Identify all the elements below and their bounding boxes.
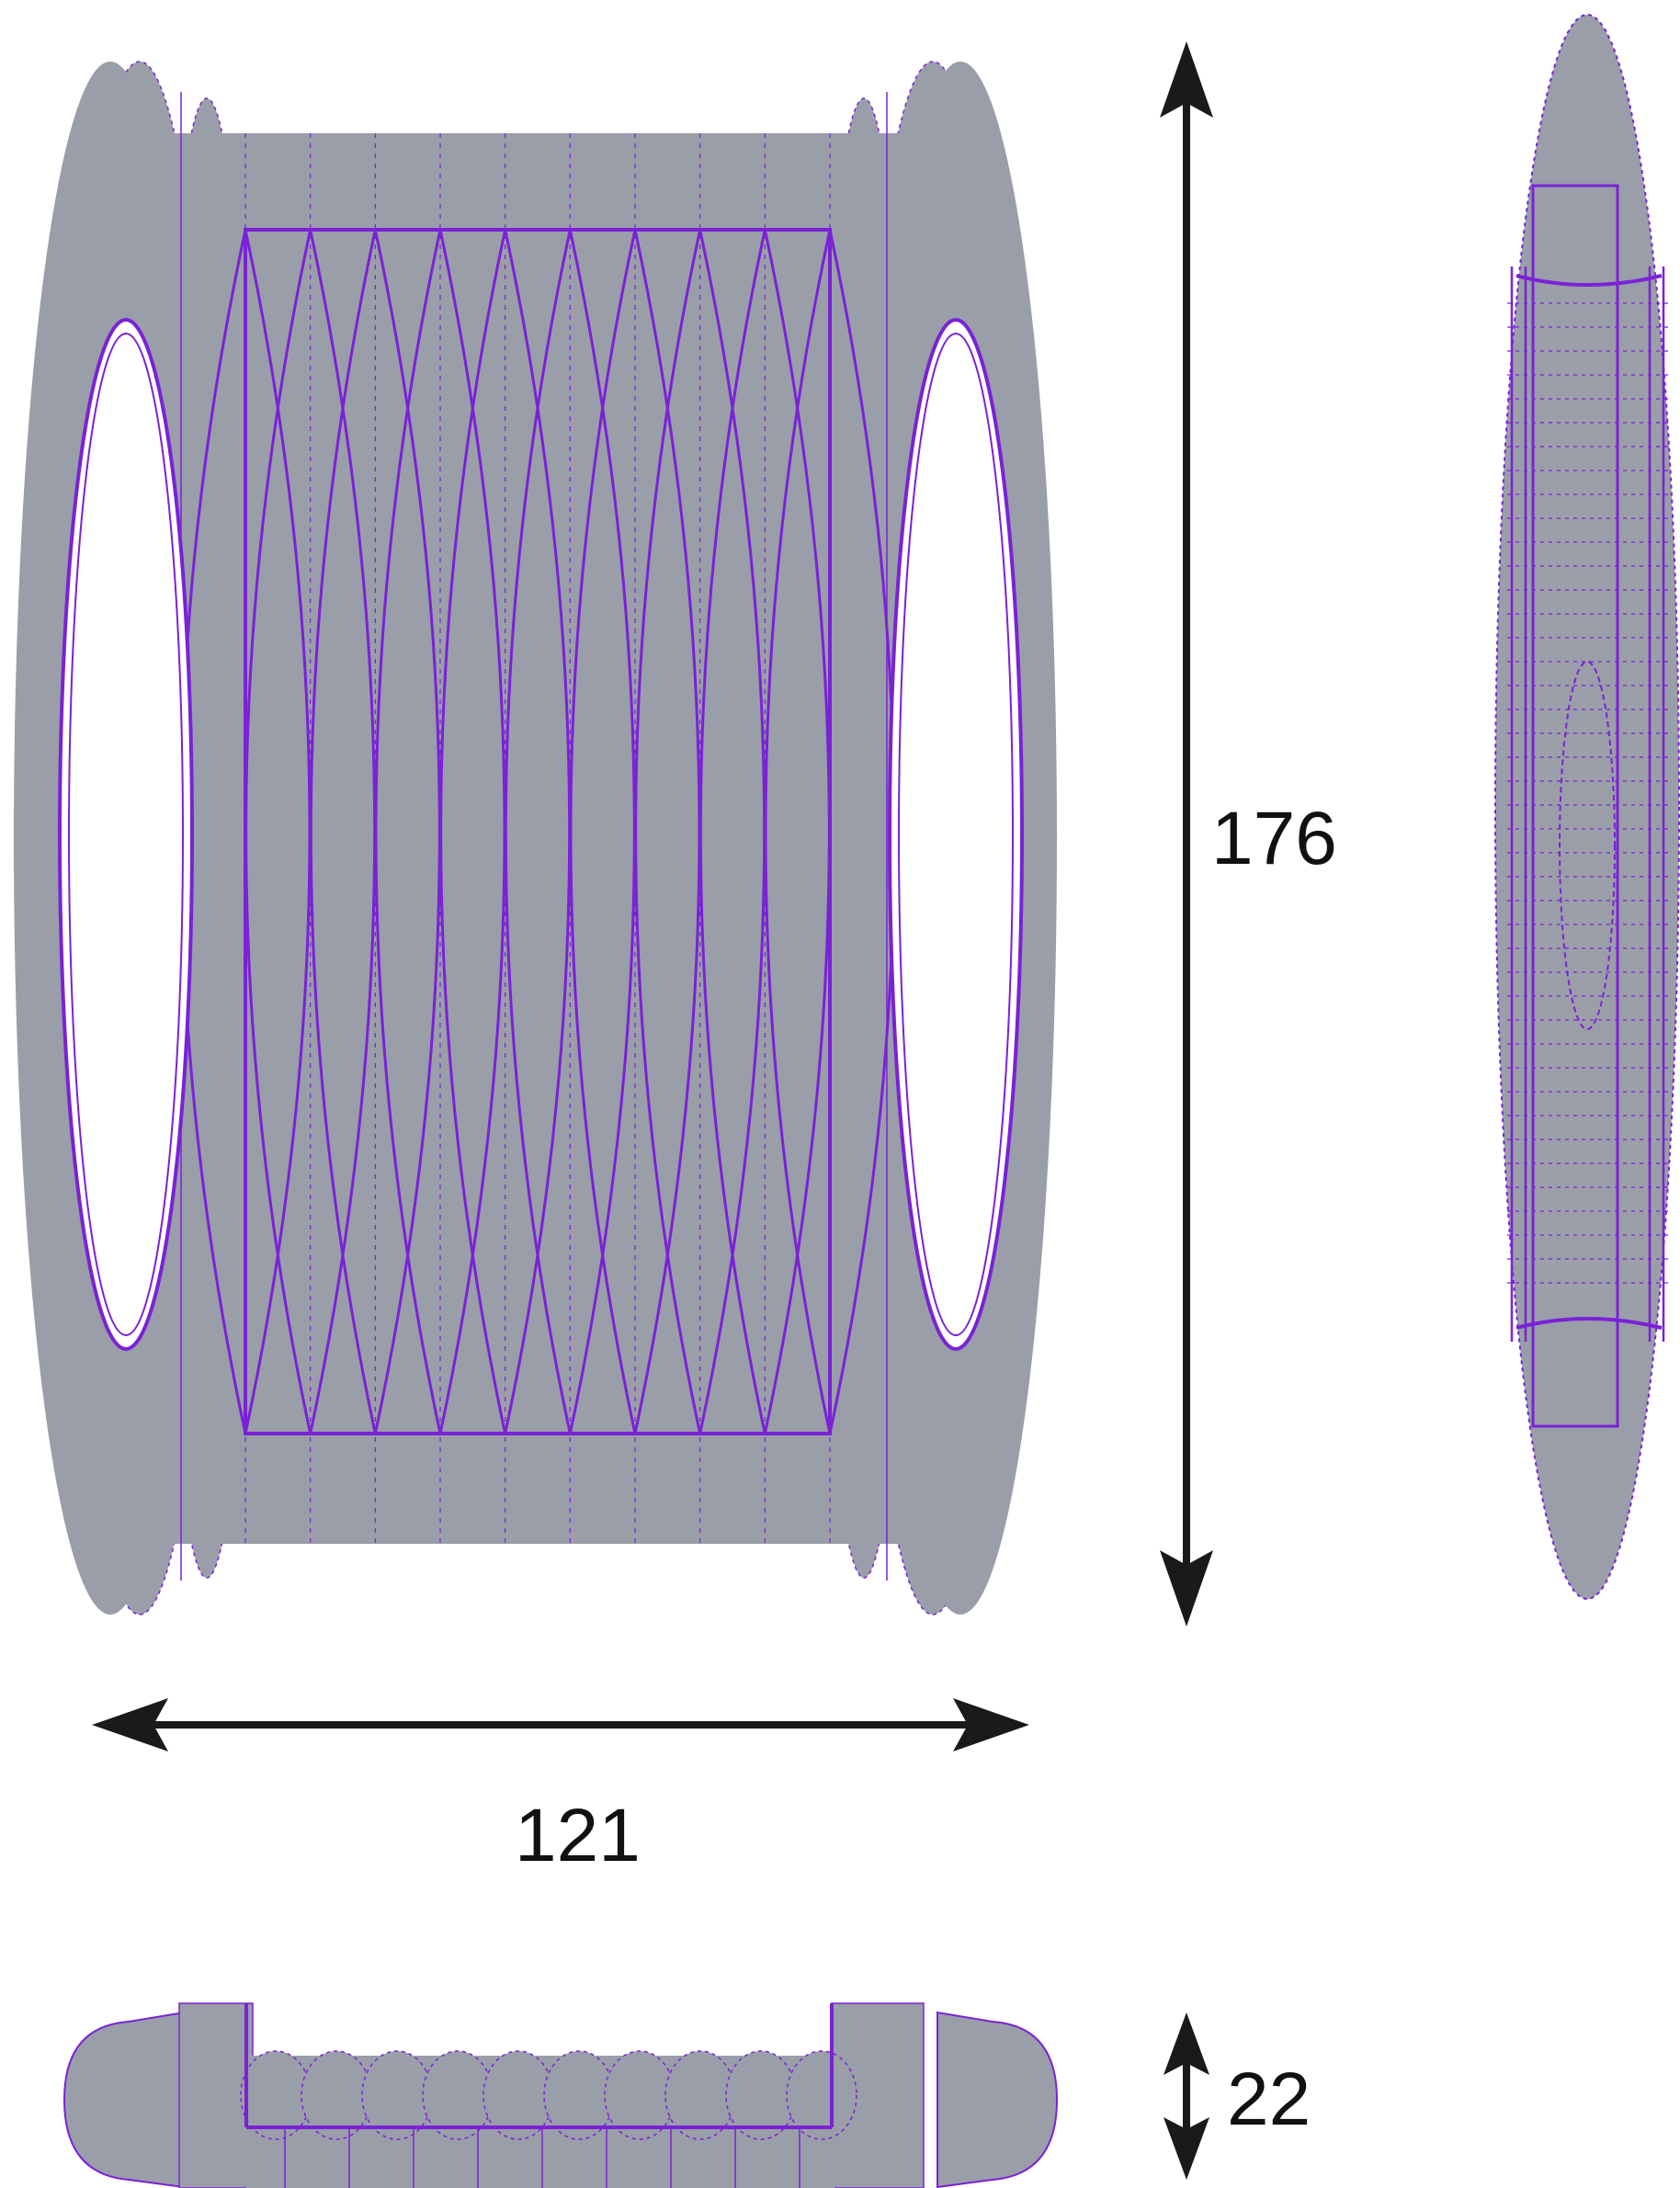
side-view bbox=[1494, 14, 1680, 1600]
depth-dimension: 22 bbox=[1164, 2012, 1311, 2180]
width-dimension: 121 bbox=[92, 1698, 1029, 1877]
right-ring-hole bbox=[888, 318, 1024, 1351]
side-view-bottom-band bbox=[1515, 1317, 1663, 1330]
height-arrowhead-top bbox=[1160, 41, 1213, 118]
height-arrowhead-bottom bbox=[1160, 1550, 1213, 1627]
front-view-wireframe bbox=[179, 92, 896, 1581]
wireframe-curve bbox=[374, 229, 442, 1434]
side-view-core bbox=[1559, 661, 1616, 1030]
wireframe-curve bbox=[698, 229, 766, 1434]
depth-arrowhead-bottom bbox=[1164, 2117, 1209, 2180]
wireframe-curve bbox=[569, 229, 637, 1434]
front-view bbox=[14, 61, 1057, 1615]
width-arrowhead-left bbox=[92, 1698, 168, 1752]
wireframe-curve bbox=[504, 229, 572, 1434]
depth-dimension-label: 22 bbox=[1227, 2058, 1311, 2141]
bottom-lobe bbox=[786, 2050, 857, 2140]
bottom-left-end bbox=[62, 2011, 185, 2188]
depth-arrowhead-top bbox=[1164, 2012, 1209, 2075]
height-dimension-label: 176 bbox=[1211, 797, 1337, 880]
wireframe-curve bbox=[634, 229, 702, 1434]
side-view-body bbox=[1494, 14, 1680, 1600]
left-hole-outline bbox=[58, 318, 194, 1351]
bottom-view bbox=[62, 2002, 1059, 2188]
wireframe-curve bbox=[309, 229, 377, 1434]
wireframe-curve bbox=[439, 229, 507, 1434]
height-dimension: 176 bbox=[1160, 41, 1337, 1627]
left-ring-hole bbox=[58, 318, 194, 1351]
wireframe-curve bbox=[764, 229, 832, 1434]
side-view-frame bbox=[1531, 184, 1619, 1428]
bottom-right-end bbox=[936, 2011, 1059, 2188]
width-dimension-label: 121 bbox=[515, 1794, 641, 1877]
right-hole-inner-edge bbox=[898, 333, 1014, 1336]
body-core bbox=[147, 133, 928, 1544]
left-hole-inner-edge bbox=[68, 333, 184, 1336]
bottom-left-block bbox=[178, 2002, 254, 2188]
wireframe-curve bbox=[244, 229, 312, 1434]
right-hole-outline bbox=[888, 318, 1024, 1351]
side-view-top-band bbox=[1515, 274, 1663, 287]
width-arrowhead-right bbox=[953, 1698, 1029, 1752]
